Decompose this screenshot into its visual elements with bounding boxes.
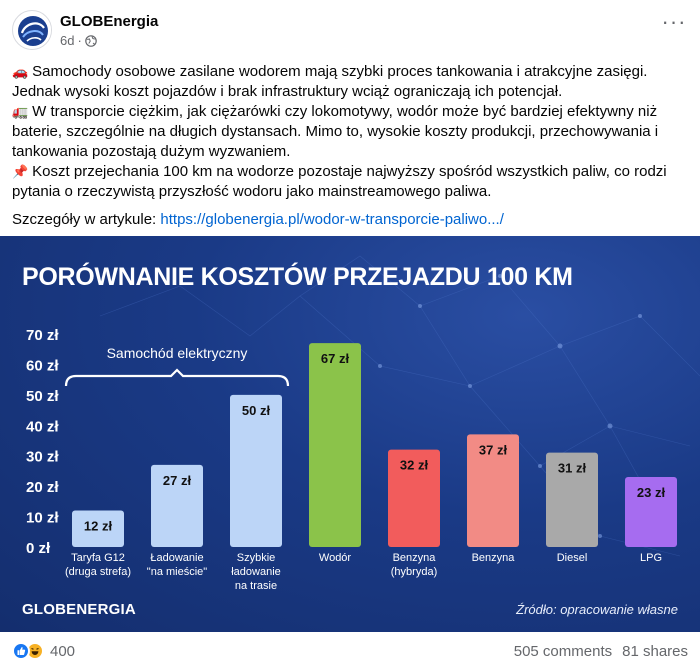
bar <box>309 343 361 547</box>
post-footer: 400 505 comments 81 shares <box>12 640 688 664</box>
bar-value-label: 50 zł <box>242 403 271 418</box>
globe-icon[interactable] <box>85 34 97 47</box>
y-tick-label: 30 zł <box>26 449 59 466</box>
bar-chart: 0 zł 10 zł 20 zł 30 zł 40 zł 50 zł 60 zł 70 zł 1… <box>26 327 677 592</box>
engagement-stats: 505 comments 81 shares <box>514 643 688 660</box>
paragraph-text: Samochody osobowe zasilane wodorem mają … <box>12 63 648 100</box>
paragraph-text: W transporcie ciężkim, jak ciężarówki cz… <box>12 103 659 160</box>
article-link[interactable]: https://globenergia.pl/wodor-w-transporc… <box>160 211 504 228</box>
x-category-label: Szybkie <box>237 552 276 564</box>
bar <box>546 452 598 547</box>
bar <box>625 477 677 547</box>
like-reaction-icon <box>12 642 30 660</box>
comments-count[interactable]: 505 comments <box>513 643 613 660</box>
x-category-label: Wodór <box>319 552 352 564</box>
x-category-label: (hybryda) <box>391 566 437 578</box>
post-paragraph: 🚛 W transporcie ciężkim, jak ciężarówki … <box>12 102 688 162</box>
post-meta: 6d · <box>60 33 97 48</box>
bar-value-label: 12 zł <box>84 518 113 533</box>
car-emoji-icon: 🚗 <box>12 64 29 79</box>
x-category-label: Taryfa G12 <box>71 552 125 564</box>
y-tick-label: 70 zł <box>26 327 59 344</box>
bar <box>467 434 519 547</box>
post-paragraph: 🚗 Samochody osobowe zasilane wodorem maj… <box>12 62 688 102</box>
author-name[interactable]: GLOBEnergia <box>60 13 159 30</box>
post-time[interactable]: 6d <box>60 33 75 48</box>
more-horizontal-icon: ··· <box>661 9 687 34</box>
x-category-label: ładowanie <box>231 566 281 578</box>
shares-count[interactable]: 81 shares <box>622 643 688 660</box>
bar-value-label: 23 zł <box>637 485 666 500</box>
post-text: 🚗 Samochody osobowe zasilane wodorem maj… <box>12 62 688 230</box>
x-category-label: Diesel <box>557 552 588 564</box>
truck-emoji-icon: 🚛 <box>12 104 29 119</box>
link-prefix: Szczegóły w artykule: <box>12 211 161 228</box>
post-paragraph: 📌 Koszt przejechania 100 km na wodorze p… <box>12 162 688 202</box>
bar-value-label: 31 zł <box>558 461 587 476</box>
chart-title: PORÓWNANIE KOSZTÓW PRZEJAZDU 100 KM <box>22 263 573 291</box>
source-note: Źródło: opracowanie własne <box>516 602 678 617</box>
post-header: GLOBEnergia 6d · ··· <box>12 10 688 50</box>
x-category-label: Benzyna <box>472 552 516 564</box>
y-tick-label: 10 zł <box>26 510 59 527</box>
x-category-label: LPG <box>640 552 662 564</box>
bar-value-label: 37 zł <box>479 442 508 457</box>
reaction-count: 400 <box>50 642 76 660</box>
x-category-label: Ładowanie <box>150 552 203 564</box>
group-bracket <box>64 368 290 387</box>
globenergia-logo-icon <box>14 12 51 49</box>
reactions-summary[interactable]: 400 <box>12 642 75 660</box>
y-tick-label: 60 zł <box>26 357 59 374</box>
page-avatar[interactable] <box>12 10 52 50</box>
bar <box>230 394 282 547</box>
x-category-label: Benzyna <box>393 552 437 564</box>
y-tick-label: 0 zł <box>26 540 51 557</box>
paragraph-text: Koszt przejechania 100 km na wodorze poz… <box>12 163 667 200</box>
bar-value-label: 32 zł <box>400 458 429 473</box>
bar-value-label: 27 zł <box>163 473 192 488</box>
brand-logo: GLOBENERGIA <box>22 601 136 618</box>
bar <box>72 510 124 547</box>
y-tick-label: 20 zł <box>26 479 59 496</box>
meta-separator: · <box>77 33 82 48</box>
x-category-label: (druga strefa) <box>65 566 131 578</box>
y-tick-label: 40 zł <box>26 418 59 435</box>
network-background <box>99 255 700 557</box>
y-tick-label: 50 zł <box>26 388 59 405</box>
bar <box>388 449 440 547</box>
group-label: Samochód elektryczny <box>107 345 248 361</box>
x-category-label: "na mieście" <box>147 566 207 578</box>
more-options-button[interactable]: ··· <box>660 11 688 36</box>
article-link-line: Szczegóły w artykule: https://globenergi… <box>12 210 688 230</box>
x-category-label: na trasie <box>235 580 277 592</box>
bar <box>151 464 203 547</box>
infographic-image[interactable]: PORÓWNANIE KOSZTÓW PRZEJAZDU 100 KM 0 zł… <box>0 236 700 632</box>
bar-value-label: 67 zł <box>321 351 350 366</box>
pushpin-emoji-icon: 📌 <box>12 164 29 179</box>
